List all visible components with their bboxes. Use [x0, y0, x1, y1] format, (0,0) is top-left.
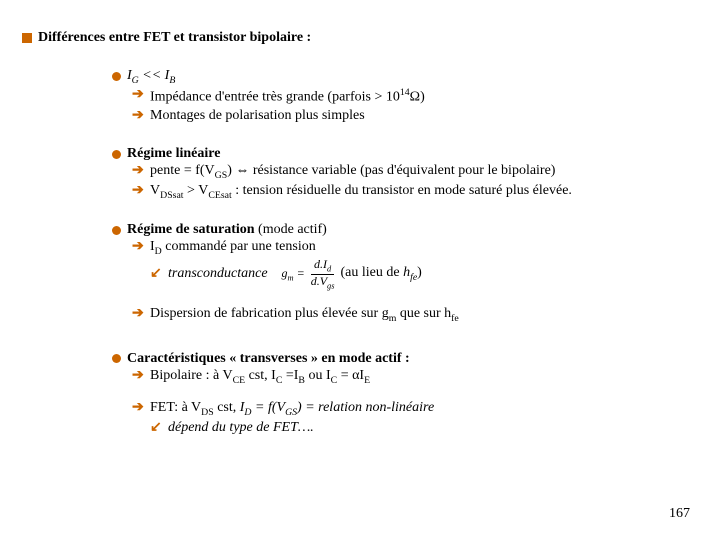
fraction: d.Id d.Vgs — [308, 258, 338, 290]
section-regime-lineaire: Régime linéaire ➔ pente = f(VGS) ⇔ résis… — [112, 146, 700, 202]
t: ) ⇔ résistance variable (pas d'équivalen… — [227, 163, 555, 178]
section-saturation: Régime de saturation (mode actif) ➔ ID c… — [112, 222, 700, 324]
dot-bullet-icon — [112, 150, 121, 159]
line-pente: ➔ pente = f(VGS) ⇔ résistance variable (… — [132, 162, 700, 182]
t: D — [244, 406, 251, 417]
heading: Caractéristiques « transverses » en mode… — [127, 351, 410, 367]
t: que sur h — [396, 306, 451, 321]
heading: Régime de saturation (mode actif) — [127, 222, 327, 238]
t: ) = relation non-linéaire — [297, 400, 434, 415]
numerator: d.Id — [311, 258, 334, 275]
text: Montages de polarisation plus simples — [150, 107, 365, 126]
t: G — [132, 75, 139, 86]
t: d — [327, 265, 331, 274]
arrow-right-icon: ➔ — [132, 399, 150, 418]
arrow-right-icon: ➔ — [132, 182, 150, 201]
section-ig-ib: IG << IB ➔ Impédance d'entrée très grand… — [112, 68, 700, 126]
t: Ω) — [410, 89, 425, 104]
slide: Différences entre FET et transistor bipo… — [0, 0, 720, 540]
arrow-right-icon: ➔ — [132, 238, 150, 257]
t: V — [150, 183, 160, 198]
t: = αI — [337, 368, 364, 383]
t: GS — [285, 406, 297, 417]
t: E — [364, 374, 370, 385]
text: pente = f(VGS) ⇔ résistance variable (pa… — [150, 162, 555, 182]
t: (mode actif) — [255, 222, 327, 237]
line-dispersion: ➔ Dispersion de fabrication plus élevée … — [132, 305, 700, 325]
text: Dispersion de fabrication plus élevée su… — [150, 305, 459, 325]
arrow-right-icon: ➔ — [132, 107, 150, 126]
text: Bipolaire : à VCE cst, IC =IB ou IC = αI… — [150, 367, 370, 387]
arrow-right-icon: ➔ — [132, 305, 150, 324]
t: FET: à V — [150, 400, 201, 415]
t: > V — [184, 183, 209, 198]
t: = — [294, 266, 305, 280]
t: D — [155, 246, 162, 257]
t: ) — [417, 265, 422, 280]
line-id-tension: ➔ ID commandé par une tension — [132, 238, 700, 258]
gm-formula: gm = — [282, 265, 305, 284]
line-transconductance: ↙ transconductance gm = d.Id d.Vgs (au l… — [150, 258, 700, 290]
arrow-right-icon: ➔ — [132, 162, 150, 181]
text: FET: à VDS cst, ID = f(VGS) = relation n… — [150, 399, 434, 419]
t: 14 — [400, 87, 410, 98]
t: CE — [233, 374, 246, 385]
arrow-downleft-icon: ↙ — [150, 419, 168, 438]
t: gs — [327, 281, 334, 290]
t: DS — [201, 406, 214, 417]
t: cst, I — [245, 368, 276, 383]
t: GS — [215, 170, 228, 181]
square-bullet-icon — [22, 33, 32, 43]
line-vdssat: ➔ VDSsat > VCEsat : tension résiduelle d… — [132, 182, 700, 202]
t: cst, — [214, 400, 240, 415]
t: DSsat — [160, 190, 183, 201]
title-row: Différences entre FET et transistor bipo… — [22, 30, 700, 46]
denominator: d.Vgs — [308, 275, 338, 291]
line-montages: ➔ Montages de polarisation plus simples — [132, 107, 700, 126]
t: commandé par une tension — [162, 239, 316, 254]
t: B — [169, 75, 175, 86]
t: : tension résiduelle du transistor en mo… — [232, 183, 572, 198]
line-fet: ➔ FET: à VDS cst, ID = f(VGS) = relation… — [132, 399, 700, 419]
text: Impédance d'entrée très grande (parfois … — [150, 86, 425, 108]
ig-ib-text: IG << IB — [127, 68, 175, 86]
line-impedance: ➔ Impédance d'entrée très grande (parfoi… — [132, 86, 700, 108]
text: dépend du type de FET…. — [168, 419, 314, 438]
t: ou I — [305, 368, 331, 383]
t: (au lieu de — [341, 265, 404, 280]
tail: (au lieu de hfe) — [341, 264, 422, 284]
dot-bullet-icon — [112, 72, 121, 81]
dot-bullet-icon — [112, 226, 121, 235]
t: << I — [139, 68, 170, 83]
bullet-row: IG << IB — [112, 68, 700, 86]
line-depend: ↙ dépend du type de FET…. — [150, 419, 700, 438]
dot-bullet-icon — [112, 354, 121, 363]
arrow-downleft-icon: ↙ — [150, 265, 168, 284]
text: transconductance — [168, 265, 268, 284]
t: Régime de saturation — [127, 222, 255, 237]
arrow-right-icon: ➔ — [132, 367, 150, 386]
bullet-row: Régime de saturation (mode actif) — [112, 222, 700, 238]
t: =I — [282, 368, 298, 383]
page-number: 167 — [669, 506, 690, 522]
t: Bipolaire : à V — [150, 368, 233, 383]
t: = f(V — [252, 400, 286, 415]
text: ID commandé par une tension — [150, 238, 316, 258]
t: d.I — [314, 257, 327, 271]
t: d.V — [311, 274, 327, 288]
bullet-row: Régime linéaire — [112, 146, 700, 162]
line-bipolaire: ➔ Bipolaire : à VCE cst, IC =IB ou IC = … — [132, 367, 700, 387]
t: Impédance d'entrée très grande (parfois … — [150, 89, 400, 104]
t: CEsat — [208, 190, 231, 201]
slide-title: Différences entre FET et transistor bipo… — [38, 30, 311, 46]
section-transverses: Caractéristiques « transverses » en mode… — [112, 351, 700, 438]
arrow-right-icon: ➔ — [132, 86, 150, 105]
t: fe — [451, 312, 459, 323]
t: Dispersion de fabrication plus élevée su… — [150, 306, 389, 321]
text: VDSsat > VCEsat : tension résiduelle du … — [150, 182, 572, 202]
t: pente = f(V — [150, 163, 215, 178]
bullet-row: Caractéristiques « transverses » en mode… — [112, 351, 700, 367]
heading: Régime linéaire — [127, 146, 220, 162]
